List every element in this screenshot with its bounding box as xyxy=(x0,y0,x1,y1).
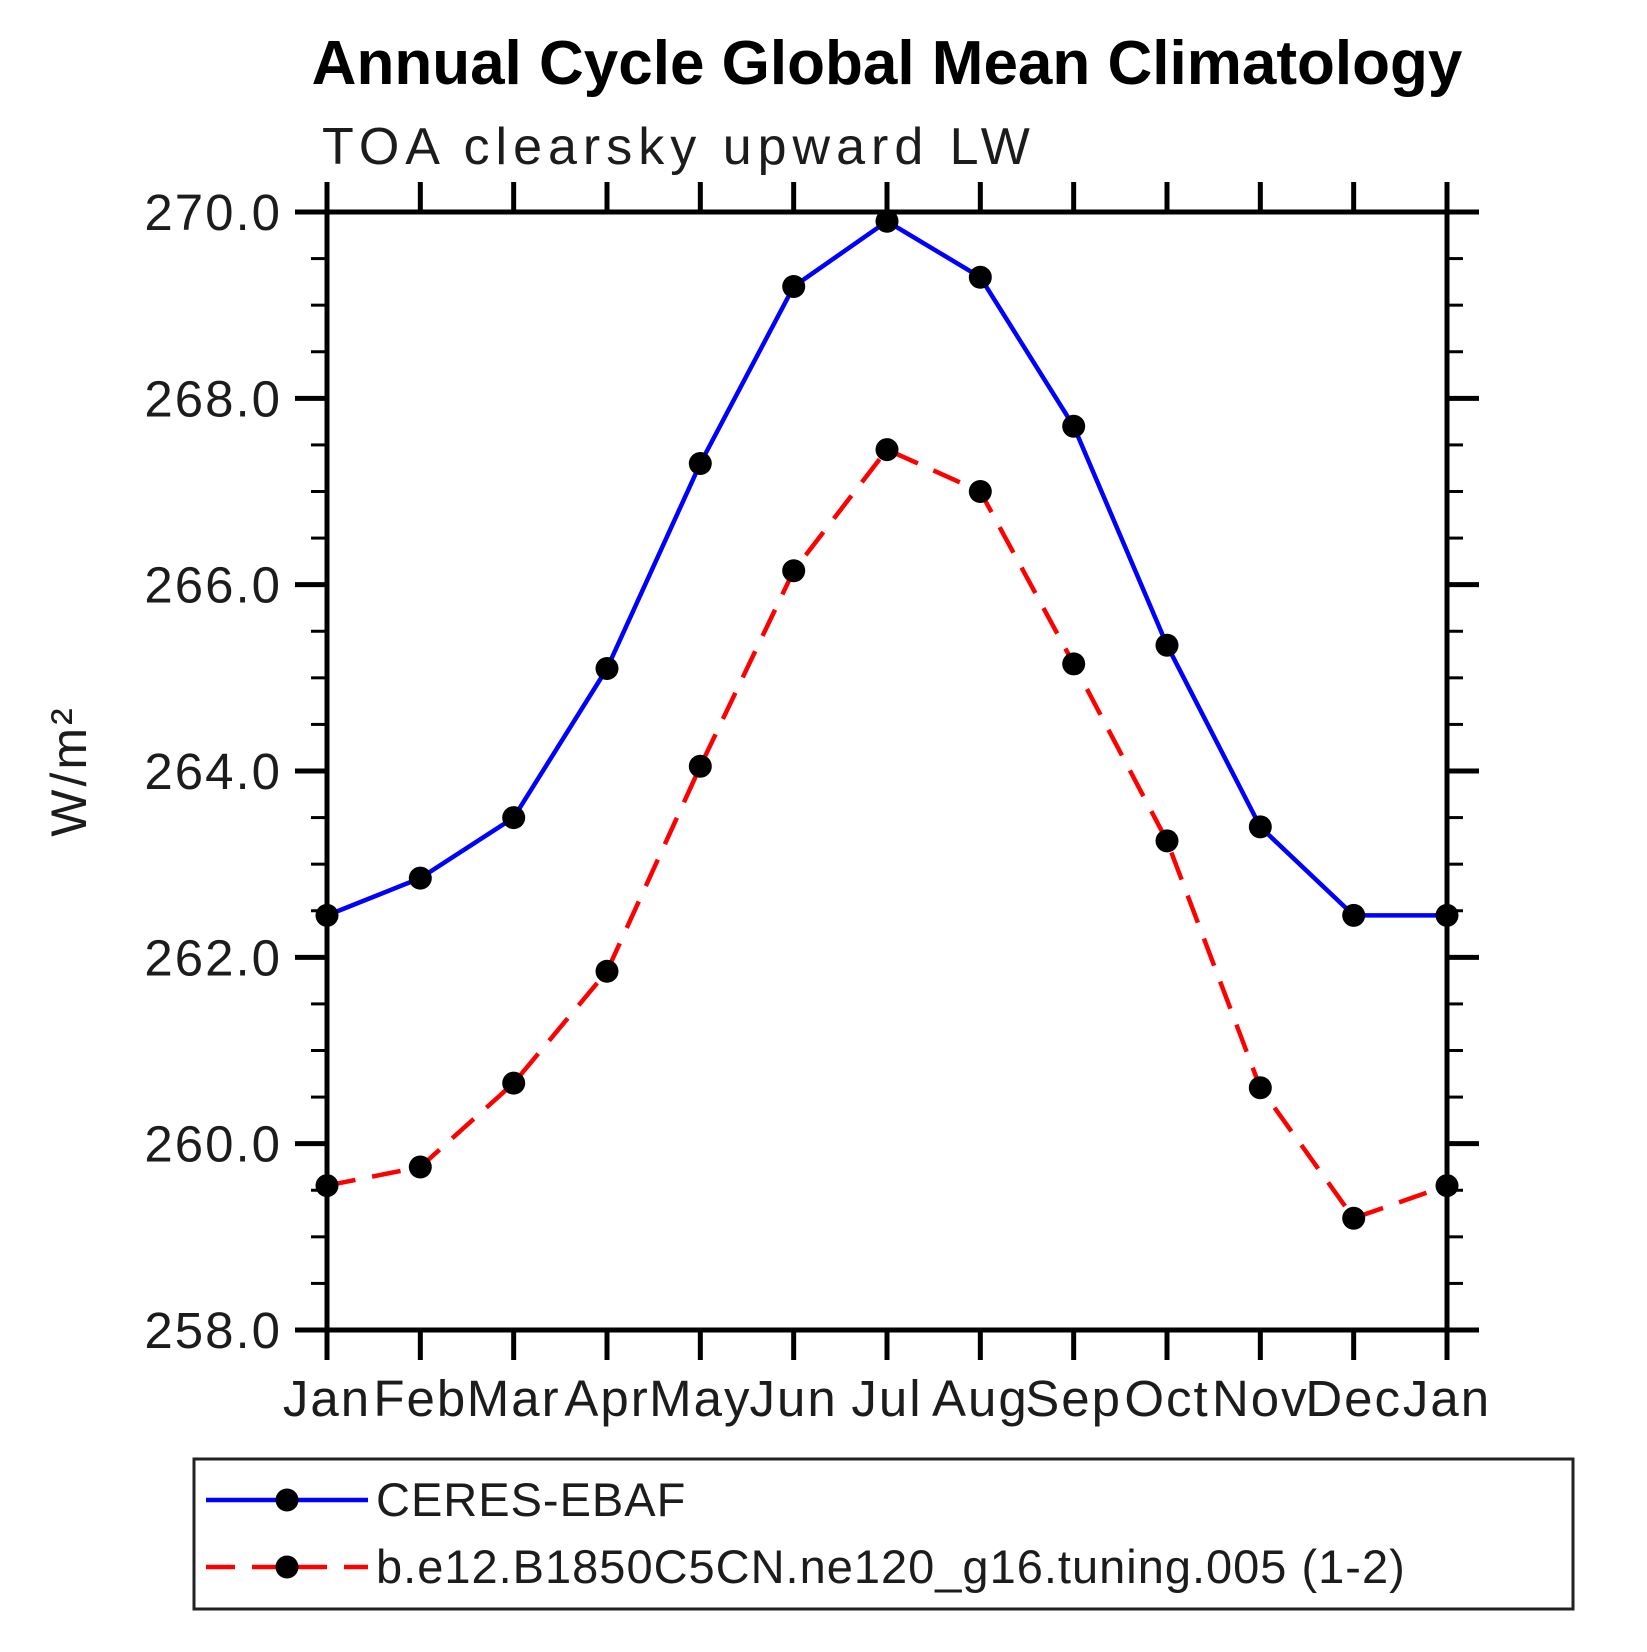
legend-sample-marker xyxy=(275,1488,299,1512)
legend-entry-label: b.e12.B1850C5CN.ne120_g16.tuning.005 (1-… xyxy=(376,1540,1406,1593)
x-tick-label: Jun xyxy=(750,1370,838,1427)
data-point-marker xyxy=(968,480,992,503)
data-point-marker xyxy=(782,559,806,583)
data-point-marker xyxy=(1062,414,1086,438)
legend: CERES-EBAF b.e12.B1850C5CN.ne120_g16.tuni… xyxy=(192,1457,1575,1611)
x-tick-label: Jan xyxy=(1403,1370,1491,1427)
x-tick-label: Mar xyxy=(467,1370,561,1427)
data-point-marker xyxy=(408,1155,432,1179)
data-point-marker xyxy=(502,806,526,830)
data-point-marker xyxy=(408,866,432,890)
data-point-marker xyxy=(315,1174,339,1198)
data-point-marker xyxy=(1342,903,1366,927)
data-point-marker xyxy=(1155,633,1179,657)
x-tick-label: Dec xyxy=(1305,1370,1402,1427)
x-tick-label: Sep xyxy=(1025,1370,1122,1427)
data-point-marker xyxy=(688,452,712,475)
y-tick-label: 264.0 xyxy=(144,743,282,800)
y-tick-labels: 258.0 260.0 262.0 264.0 266.0 268.0 270.0 xyxy=(144,184,282,1359)
y-tick-label: 260.0 xyxy=(144,1116,282,1173)
data-point-marker xyxy=(688,754,712,778)
x-tick-label: Apr xyxy=(564,1370,649,1427)
data-point-marker xyxy=(1435,1174,1459,1198)
series-line xyxy=(326,219,1447,918)
data-point-marker xyxy=(1155,829,1179,853)
y-tick-label: 268.0 xyxy=(144,370,282,427)
legend-entry-label: CERES-EBAF xyxy=(376,1473,686,1526)
chart-subtitle: TOA clearsky upward LW xyxy=(322,118,1036,176)
y-tick-label: 262.0 xyxy=(144,929,282,986)
y-tick-label: 258.0 xyxy=(144,1302,282,1359)
x-tick-label: Jan xyxy=(283,1370,371,1427)
axis-ticks xyxy=(295,182,1479,1360)
series-line xyxy=(326,447,1448,1221)
x-tick-label: Nov xyxy=(1212,1370,1309,1427)
series-model xyxy=(315,438,1459,1230)
data-point-marker xyxy=(782,275,806,298)
data-point-marker xyxy=(502,1071,526,1095)
x-tick-label: Oct xyxy=(1124,1370,1209,1427)
data-point-marker xyxy=(1062,652,1086,676)
data-point-marker xyxy=(1435,903,1459,927)
y-tick-label: 270.0 xyxy=(144,184,282,241)
data-point-marker xyxy=(595,959,619,983)
data-series xyxy=(315,209,1459,1230)
x-tick-label: Feb xyxy=(373,1370,467,1427)
data-point-marker xyxy=(1248,815,1272,839)
series-observation xyxy=(315,209,1459,927)
data-point-marker xyxy=(875,438,899,462)
x-tick-label: Aug xyxy=(932,1370,1029,1427)
y-axis-label: W/m² xyxy=(41,705,97,836)
chart-title: Annual Cycle Global Mean Climatology xyxy=(312,29,1463,98)
y-tick-label: 266.0 xyxy=(144,557,282,614)
data-point-marker xyxy=(595,657,619,680)
plot-frame xyxy=(324,209,1450,1333)
legend-sample-marker xyxy=(275,1555,299,1579)
data-point-marker xyxy=(1248,1076,1272,1100)
x-tick-label: May xyxy=(649,1370,751,1427)
x-tick-label: Jul xyxy=(851,1370,922,1427)
data-point-marker xyxy=(968,265,992,289)
data-point-marker xyxy=(315,903,339,927)
data-point-marker xyxy=(875,209,899,233)
legend-box xyxy=(192,1457,1575,1611)
plot-border xyxy=(324,209,1450,1333)
data-point-marker xyxy=(1342,1206,1366,1230)
